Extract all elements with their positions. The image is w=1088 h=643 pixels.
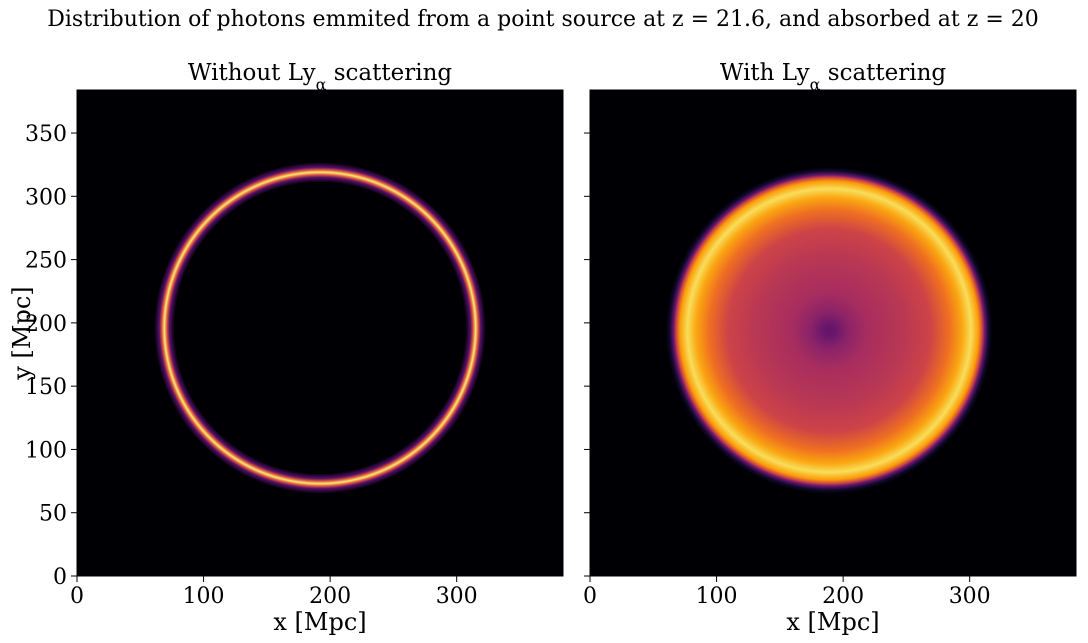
- x-tick-label: 100: [696, 584, 738, 609]
- y-tick-label: 250: [25, 249, 67, 274]
- y-tick-label: 200: [25, 312, 67, 337]
- plot-frame: [76, 89, 564, 577]
- y-ticks: [584, 132, 590, 577]
- heatmap-image: [590, 90, 1076, 576]
- plot-frame: [589, 89, 1077, 577]
- x-axis-label: x [Mpc]: [273, 608, 366, 636]
- x-tick-label: 200: [309, 584, 351, 609]
- x-tick-label: 100: [183, 584, 225, 609]
- x-ticks: 0 100 200 300: [70, 576, 478, 609]
- y-tick-label: 350: [25, 122, 67, 147]
- x-tick-label: 300: [949, 584, 991, 609]
- y-tick-label: 0: [53, 565, 67, 590]
- y-tick-label: 300: [25, 185, 67, 210]
- y-axis-label: y [Mpc]: [8, 286, 36, 380]
- x-tick-label: 200: [822, 584, 864, 609]
- x-ticks: 0 100 200 300: [583, 576, 991, 609]
- panel-title: Without Lyα scattering: [188, 60, 453, 94]
- figure-suptitle: Distribution of photons emmited from a p…: [47, 7, 1039, 32]
- y-tick-label: 150: [25, 375, 67, 400]
- panel-title: With Lyα scattering: [720, 60, 947, 94]
- y-tick-label: 100: [25, 438, 67, 463]
- panel-with-scattering: With Lyα scattering 0 100 200 300 x [Mpc]: [583, 60, 1077, 636]
- x-axis-label: x [Mpc]: [786, 608, 879, 636]
- y-ticks: 0 50 100 150 200 250 300 350: [25, 122, 77, 590]
- heatmap-image: [77, 90, 563, 576]
- x-tick-label: 0: [583, 584, 597, 609]
- x-tick-label: 300: [436, 584, 478, 609]
- x-tick-label: 0: [70, 584, 84, 609]
- panel-without-scattering: Without Lyα scattering 0 100 200 300 0 50 100…: [8, 60, 564, 636]
- y-tick-label: 50: [39, 502, 67, 527]
